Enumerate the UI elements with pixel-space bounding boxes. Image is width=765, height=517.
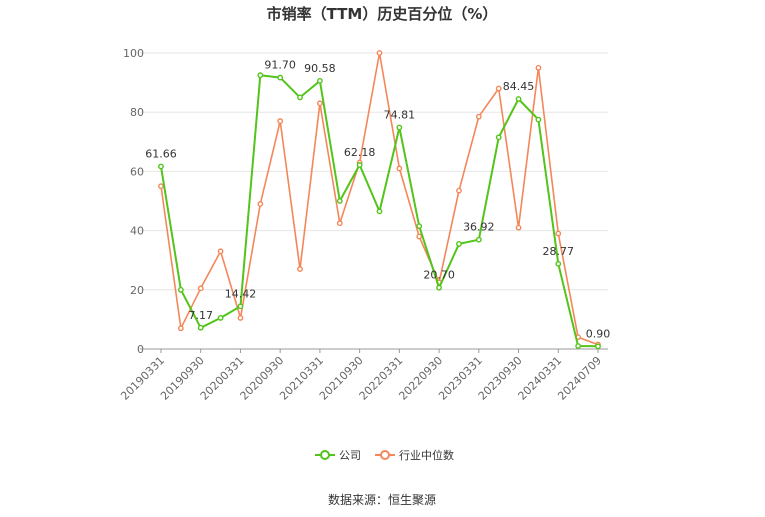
data-point [515, 224, 522, 231]
data-point [317, 100, 323, 107]
data-label: 90.58 [304, 62, 336, 75]
legend-marker [380, 450, 390, 460]
legend-label: 行业中位数 [399, 448, 454, 462]
data-point [555, 230, 562, 237]
data-point [297, 94, 303, 101]
y-tick-label: 80 [130, 106, 144, 119]
data-point [356, 162, 363, 168]
y-tick-label: 60 [130, 165, 144, 178]
data-point [416, 233, 423, 240]
legend-label: 公司 [339, 449, 361, 462]
data-point [436, 284, 442, 291]
data-point [237, 315, 244, 321]
data-point [396, 124, 403, 131]
data-point [495, 134, 502, 141]
data-point [555, 260, 562, 267]
legend-item-1[interactable]: 行业中位数 [375, 448, 454, 462]
data-point [396, 165, 403, 172]
data-point [237, 303, 244, 310]
data-point [177, 325, 184, 332]
data-label: 0.90 [586, 327, 611, 340]
data-point [197, 285, 204, 292]
data-point [257, 201, 264, 207]
data-point [376, 50, 383, 56]
data-point [297, 266, 303, 272]
data-point [575, 343, 582, 349]
legend-marker [320, 450, 330, 460]
x-axis: 2019033120190930202003312020093020210331… [118, 348, 608, 403]
data-label: 7.17 [188, 309, 213, 322]
series-line-1 [160, 52, 599, 346]
data-point [317, 77, 323, 84]
data-point [456, 241, 462, 247]
y-tick-label: 20 [130, 284, 144, 297]
data-point [277, 118, 284, 124]
data-point [376, 208, 383, 215]
data-point [416, 223, 423, 230]
data-label: 91.70 [264, 59, 296, 72]
data-point [336, 198, 343, 204]
data-point [158, 183, 164, 190]
data-point [217, 315, 224, 321]
data-label: 28.77 [543, 245, 575, 258]
data-point [475, 113, 482, 120]
y-axis: 020406080100 [123, 47, 144, 356]
data-point [177, 286, 184, 293]
data-point [277, 74, 284, 81]
data-point [336, 220, 343, 227]
data-point [595, 343, 601, 350]
x-tick-label: 20240709 [555, 354, 604, 403]
legend-item-0[interactable]: 公司 [315, 449, 361, 462]
grid-lines [140, 52, 608, 291]
series-lines [158, 50, 601, 350]
data-label: 14.42 [225, 287, 257, 300]
data-label: 84.45 [503, 80, 535, 93]
data-label: 36.92 [463, 221, 495, 234]
data-point [475, 236, 482, 243]
data-label: 62.18 [344, 146, 376, 159]
y-tick-label: 40 [130, 225, 144, 238]
legend[interactable]: 公司 行业中位数 [315, 448, 454, 462]
data-label: 61.66 [145, 147, 177, 160]
data-point [515, 96, 522, 102]
chart-title: 市销率（TTM）历史百分位（%） [267, 5, 498, 23]
data-label: 20.70 [423, 269, 455, 282]
data-label: 74.81 [384, 109, 416, 122]
data-point [495, 85, 502, 92]
data-point [257, 72, 264, 79]
data-point [456, 187, 462, 194]
data-point [535, 64, 542, 71]
data-point [535, 116, 542, 123]
data-point [158, 163, 164, 170]
source-note: 数据来源：恒生聚源 [328, 492, 436, 507]
data-labels: 61.66 7.17 14.42 91.70 90.58 62.18 74.81 20.70 3… [145, 59, 610, 341]
y-tick-label: 100 [123, 47, 144, 60]
data-point [197, 324, 204, 331]
data-point [217, 248, 224, 255]
